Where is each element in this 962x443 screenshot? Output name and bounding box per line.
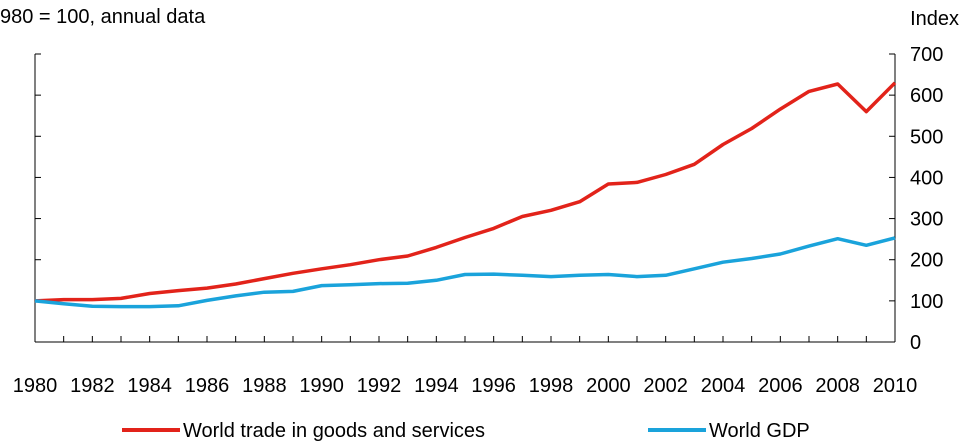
- legend-label-world-gdp: World GDP: [709, 420, 810, 442]
- x-tick-label: 1996: [471, 375, 516, 397]
- x-tick-label: 1982: [70, 375, 115, 397]
- y-tick-label: 400: [910, 167, 943, 189]
- plot-area: [34, 81, 897, 309]
- x-tick-label: 2008: [815, 375, 860, 397]
- chart-subtitle: 980 = 100, annual data: [0, 6, 206, 28]
- y-tick-label: 500: [910, 126, 943, 148]
- x-tick-label: 2000: [586, 375, 631, 397]
- y-tick-label: 300: [910, 209, 943, 231]
- series-line-world-gdp: [34, 236, 896, 309]
- y-tick-label: 200: [910, 250, 943, 272]
- x-tick-label: 1994: [414, 375, 459, 397]
- x-tick-label: 2006: [758, 375, 803, 397]
- y-axis-label: Index: [910, 8, 959, 30]
- y-tick-label: 0: [910, 332, 921, 354]
- x-tick-label: 2002: [643, 375, 688, 397]
- legend: World trade in goods and services World G…: [122, 420, 810, 442]
- series-line-world-trade: [34, 81, 897, 303]
- chart-axes: 0 100 200 300 400 500 600 700 1980 1982 1984 1986 19…: [13, 44, 944, 397]
- x-tick-label: 1998: [529, 375, 574, 397]
- x-tick-label: 2010: [873, 375, 918, 397]
- y-tick-label: 600: [910, 85, 943, 107]
- x-tick-label: 2004: [701, 375, 746, 397]
- x-tick-label: 1986: [185, 375, 230, 397]
- x-tick-label: 1988: [242, 375, 287, 397]
- x-tick-label: 1990: [299, 375, 344, 397]
- y-tick-label: 700: [910, 44, 943, 66]
- x-tick-label: 1992: [357, 375, 402, 397]
- x-tick-label: 1980: [13, 375, 58, 397]
- x-tick-label: 1984: [127, 375, 172, 397]
- legend-label-world-trade: World trade in goods and services: [183, 420, 485, 442]
- y-tick-label: 100: [910, 291, 943, 313]
